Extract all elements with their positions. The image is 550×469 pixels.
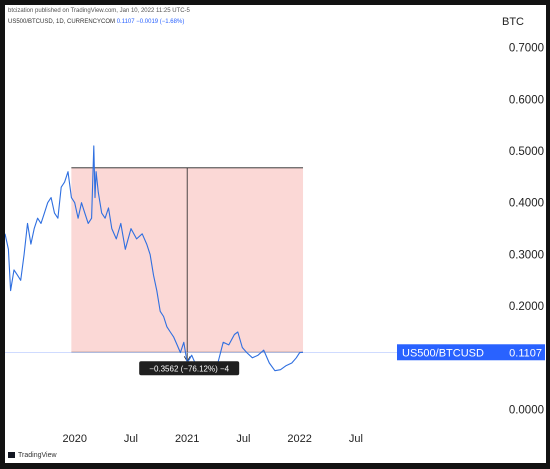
price-tag	[397, 344, 545, 361]
y-tick-label: 0.6000	[509, 94, 544, 106]
y-tick-label: 0.5000	[509, 146, 544, 158]
symbol-info: US500/BTCUSD, 1D, CURRENCYCOM 0.1107 −0.…	[8, 16, 184, 28]
y-tick-label: 0.7000	[509, 43, 544, 55]
price-change: −0.0019 (−1.68%)	[136, 19, 185, 25]
brand-label: TradingView	[18, 452, 57, 459]
y-tick-label: 0.2000	[509, 301, 544, 313]
price-line	[5, 145, 304, 372]
publisher-line: btcization published on TradingView.com,…	[8, 8, 190, 14]
symbol-label[interactable]: US500/BTCUSD, 1D, CURRENCYCOM	[8, 19, 116, 25]
chart-frame: btcization published on TradingView.com,…	[5, 5, 546, 463]
x-tick-label: Jul	[236, 433, 250, 445]
price-tag-value: 0.1107	[509, 347, 542, 359]
x-tick-label: 2020	[62, 433, 86, 445]
tradingview-logo-icon	[8, 452, 15, 459]
tradingview-logo[interactable]: TradingView	[8, 452, 57, 459]
x-tick-label: 2022	[287, 433, 311, 445]
price-chart[interactable]: BTC 0.7000 0.6000 0.5000 0.4000 0.3000 0.2000 0…	[5, 5, 546, 451]
x-tick-label: Jul	[124, 433, 138, 445]
y-tick-label: 0.0000	[509, 404, 544, 416]
currency-label: BTC	[502, 16, 524, 28]
y-tick-label: 0.4000	[509, 198, 544, 210]
y-tick-label: 0.3000	[509, 249, 544, 261]
footer: TradingView	[5, 451, 546, 463]
price-tag-symbol: US500/BTCUSD	[402, 347, 484, 359]
x-tick-label: Jul	[349, 433, 363, 445]
measure-tooltip-text: −0.3562 (−76.12%) −4	[149, 364, 229, 373]
last-price: 0.1107	[116, 19, 135, 25]
measure-tooltip	[139, 361, 240, 376]
x-tick-label: 2021	[175, 433, 199, 445]
